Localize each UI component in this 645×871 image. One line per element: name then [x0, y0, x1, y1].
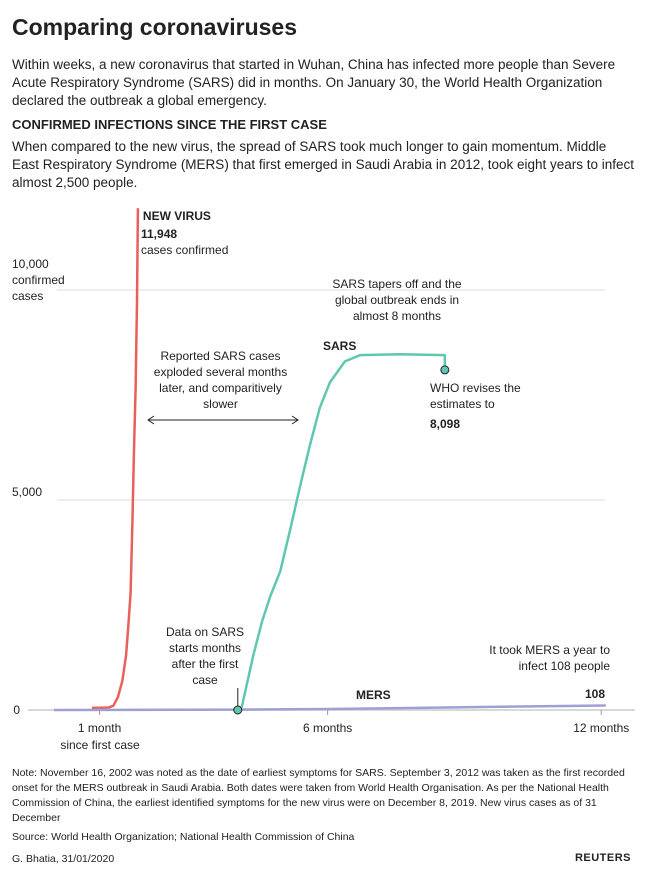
annotation: Reported SARS cases exploded several mon… [153, 349, 288, 411]
y-tick-label: 5,000 [12, 485, 42, 499]
double-arrow [147, 415, 299, 425]
arrow-head [147, 415, 155, 425]
point-marker [440, 365, 450, 375]
point-marker [233, 705, 243, 715]
arrow-head [291, 415, 299, 425]
annotation: 8,098 [430, 417, 461, 431]
byline: G. Bhatia, 31/01/2020 [12, 853, 115, 865]
annotation: SARS tapers off and the global outbreak … [332, 277, 462, 323]
x-tick-label: 12 months [573, 721, 629, 735]
y-tick-label: 0 [13, 703, 20, 717]
series-line [236, 353, 447, 711]
annotation: WHO revises the estimates to [430, 381, 521, 411]
title: Comparing coronaviruses [12, 14, 298, 40]
subtitle: Within weeks, a new coronavirus that sta… [12, 57, 616, 108]
x-tick-label: 1 month [78, 721, 121, 735]
note: Note: November 16, 2002 was noted as the… [12, 767, 625, 824]
annotation: 108 [584, 687, 605, 701]
x-tick-label: 6 months [303, 721, 352, 735]
series-line [91, 208, 140, 710]
series-label: NEW VIRUS [143, 209, 211, 223]
y-tick-label: 10,000 [12, 257, 49, 271]
annotation: 11,948 [141, 227, 178, 241]
series-line [53, 704, 606, 712]
logo: REUTERS [574, 852, 631, 864]
description: When compared to the new virus, the spre… [12, 139, 635, 190]
annotation: Data on SARS starts months after the fir… [165, 625, 245, 687]
series-label: MERS [356, 688, 391, 702]
annotation: It took MERS a year to infect 108 people [489, 643, 610, 673]
annotation: since first case [60, 738, 140, 752]
y-axis-label: confirmed cases [12, 273, 65, 303]
annotation: cases confirmed [141, 243, 229, 257]
series-label: SARS [323, 339, 356, 353]
chart-title: CONFIRMED INFECTIONS SINCE THE FIRST CAS… [12, 117, 327, 132]
source: Source: World Health Organization; Natio… [12, 831, 355, 843]
